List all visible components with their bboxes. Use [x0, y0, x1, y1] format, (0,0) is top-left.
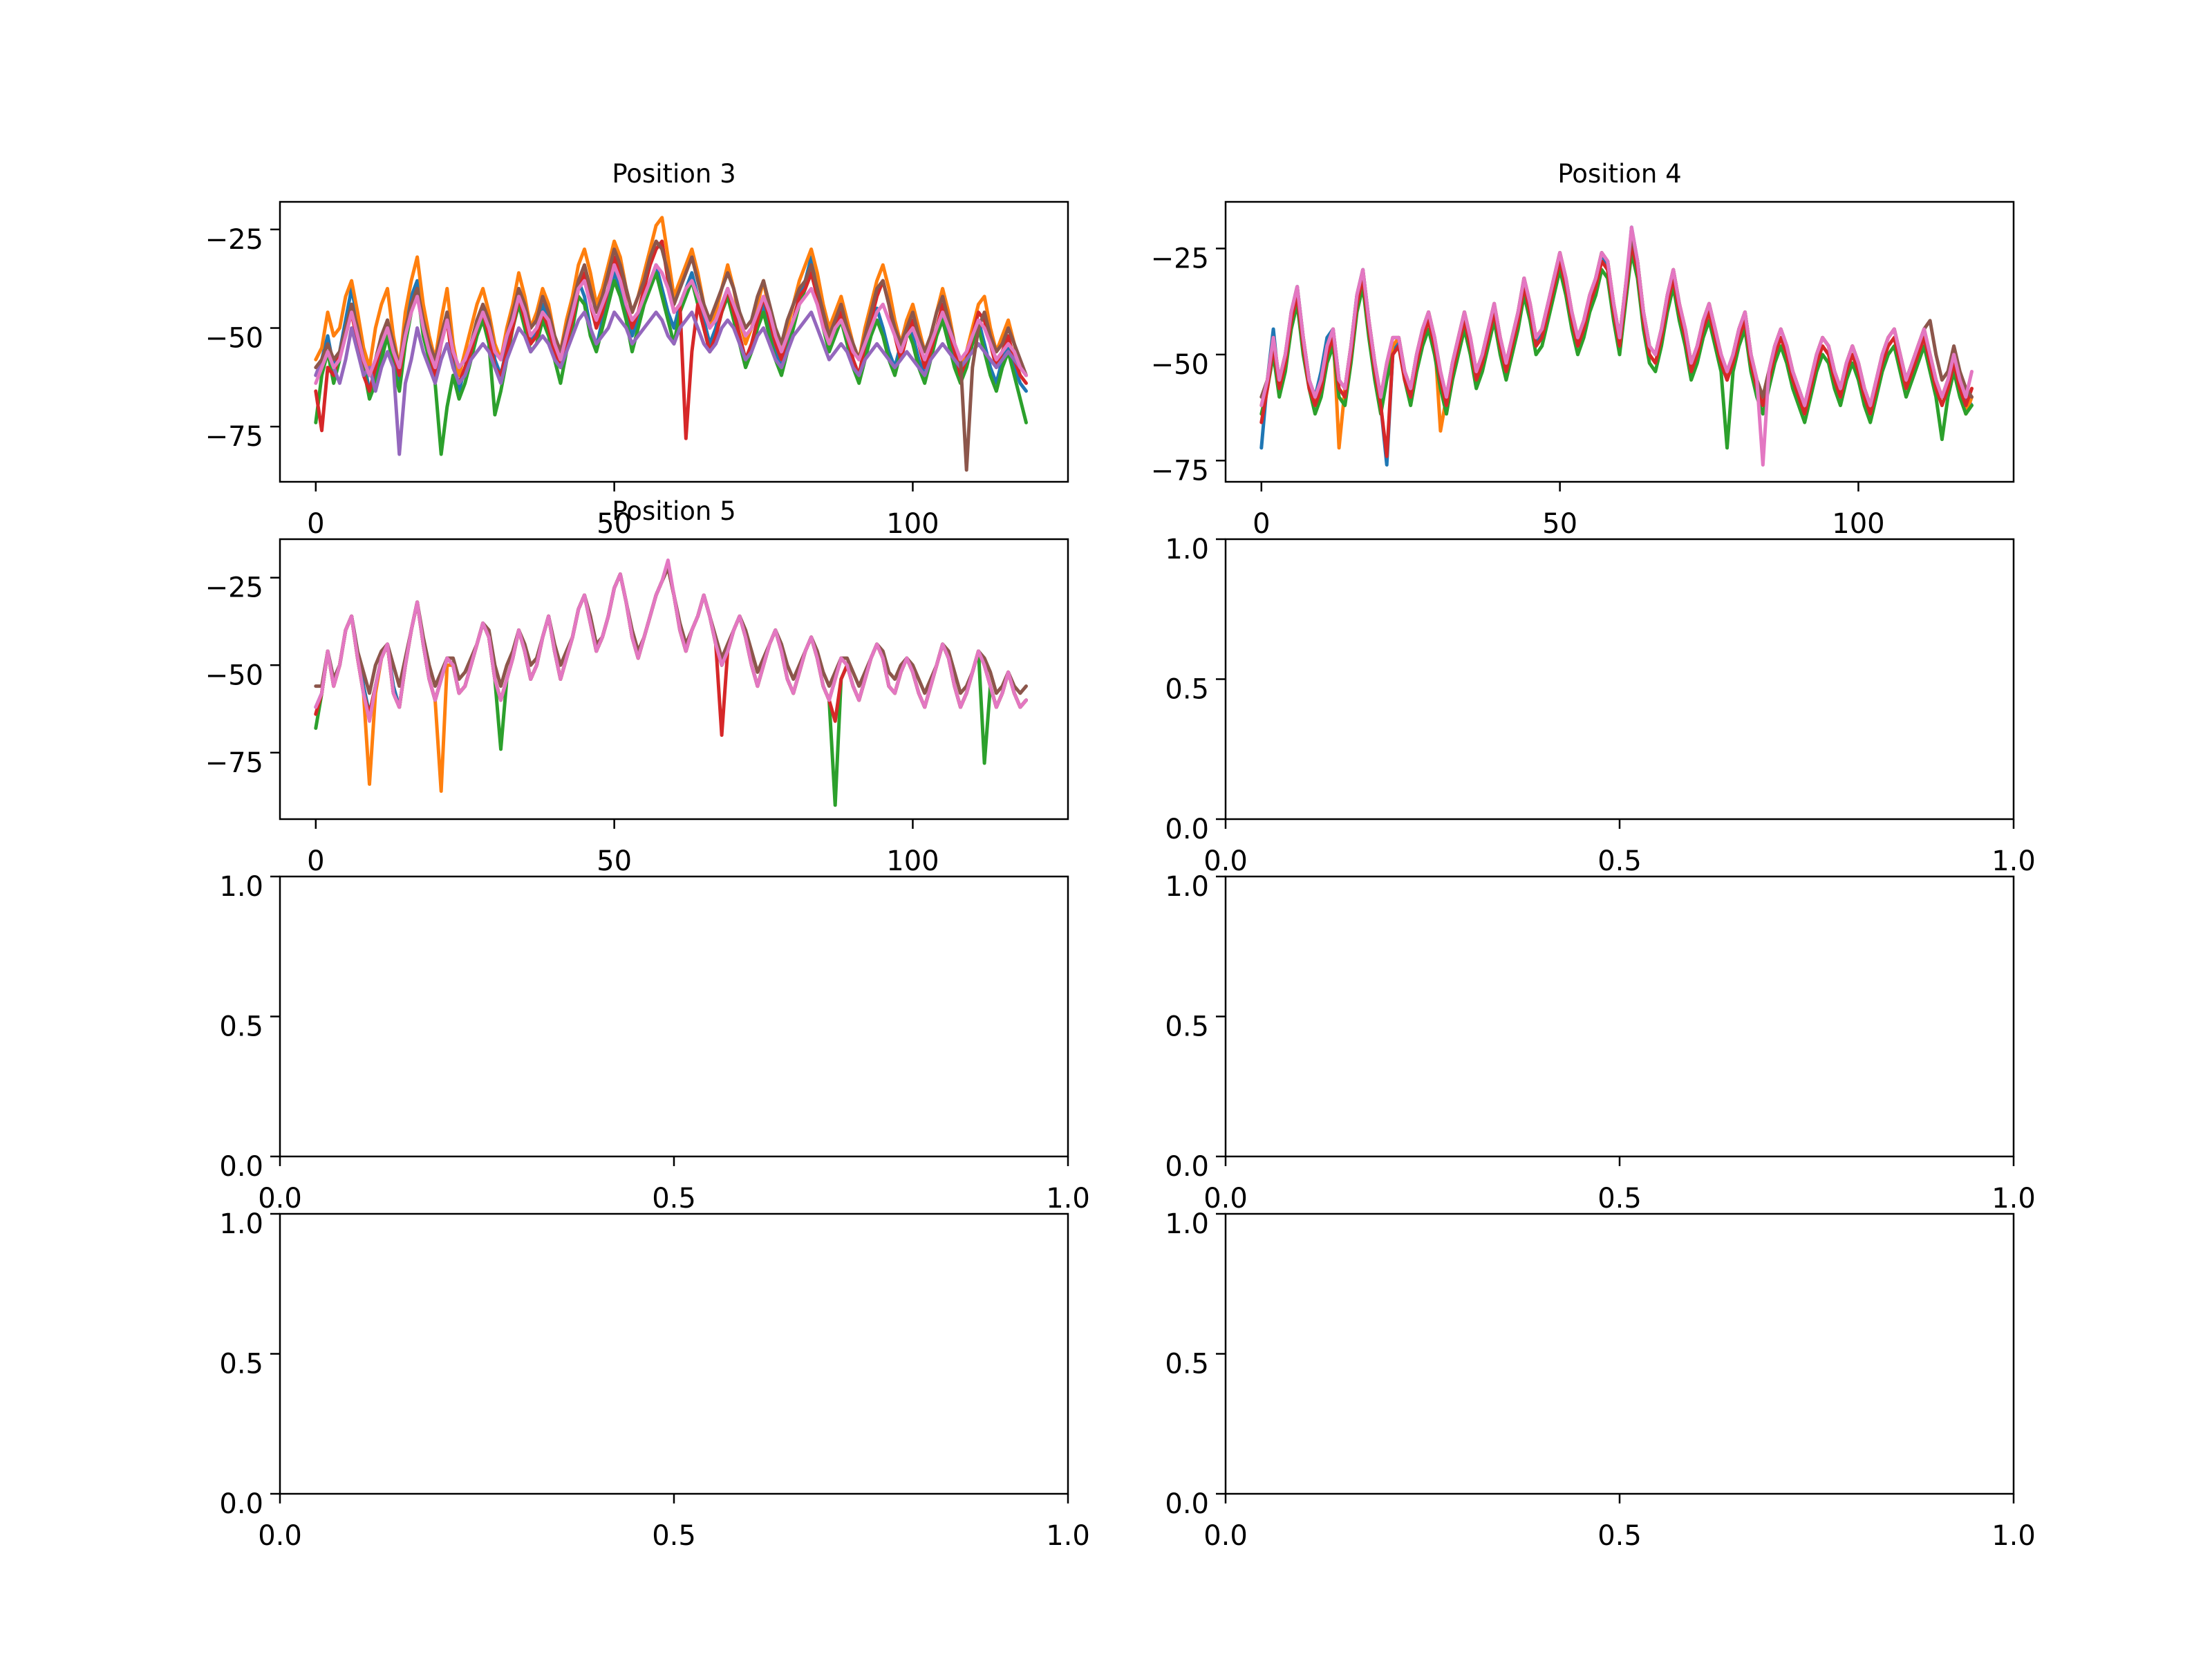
- subplot-5-xtick-label-1: 0.0: [258, 1183, 302, 1215]
- subplot-8-ytick-label-3: 1.0: [1165, 1208, 1209, 1240]
- subplot-1-frame: [279, 200, 1069, 483]
- subplot-5-xtick-label-2: 0.5: [652, 1183, 696, 1215]
- subplot-3: 0 50 100 −25 −50 −75 Position 5: [205, 496, 1069, 877]
- subplot-7-xtick-label-1: 0.0: [258, 1520, 302, 1552]
- subplot-6-xtick-label-2: 0.5: [1597, 1183, 1642, 1215]
- subplot-5-ytick-label-2: 0.5: [219, 1011, 263, 1043]
- subplot-3-frame: [279, 538, 1069, 821]
- subplot-3-ytick-label-3: −75: [205, 747, 263, 779]
- subplot-6: 0.0 0.5 1.0 0.0 0.5 1.0: [1165, 871, 2035, 1215]
- subplot-3-title: Position 5: [612, 496, 735, 526]
- subplot-6-xtick-label-3: 1.0: [1991, 1183, 2036, 1215]
- subplot-8-ytick-label-1: 0.0: [1165, 1488, 1209, 1520]
- subplot-2-xtick-label-3: 100: [1832, 508, 1884, 540]
- subplot-5-ytick-label-1: 0.0: [219, 1151, 263, 1183]
- subplot-2-xtick-label-2: 50: [1542, 508, 1577, 540]
- subplot-1-ytick-label-2: −50: [205, 323, 263, 355]
- subplot-6-ytick-label-3: 1.0: [1165, 871, 1209, 903]
- subplot-5: 0.0 0.5 1.0 0.0 0.5 1.0: [219, 871, 1089, 1215]
- subplot-2-frame: [1224, 200, 2015, 483]
- subplot-1-xtick-label-1: 0: [307, 508, 324, 540]
- subplot-7-ytick-label-1: 0.0: [219, 1488, 263, 1520]
- subplot-2-ytick-label-2: −50: [1151, 349, 1209, 381]
- subplot-1-xtick-label-3: 100: [886, 508, 939, 540]
- subplot-7-ytick-label-3: 1.0: [219, 1208, 263, 1240]
- subplot-3-lines: [314, 558, 1028, 807]
- subplot-5-xtick-label-3: 1.0: [1046, 1183, 1090, 1215]
- subplot-7-xtick-label-3: 1.0: [1046, 1520, 1090, 1552]
- subplot-7: 0.0 0.5 1.0 0.0 0.5 1.0: [219, 1208, 1089, 1552]
- subplot-2-ytick-label-3: −75: [1151, 455, 1209, 487]
- subplot-1-ytick-label-3: −75: [205, 421, 263, 453]
- subplot-4-ytick-label-3: 1.0: [1165, 534, 1209, 565]
- subplot-4-xtick-label-1: 0.0: [1203, 845, 1248, 877]
- subplot-1-title: Position 3: [612, 159, 735, 189]
- subplot-3-ytick-label-1: −25: [205, 572, 263, 604]
- subplot-8-ytick-label-2: 0.5: [1165, 1349, 1209, 1380]
- subplot-8: 0.0 0.5 1.0 0.0 0.5 1.0: [1165, 1208, 2035, 1552]
- subplot-3-xtick-label-3: 100: [886, 845, 939, 877]
- subplot-1-ytick-label-1: −25: [205, 224, 263, 256]
- subplot-8-xtick-label-1: 0.0: [1203, 1520, 1248, 1552]
- subplot-7-xtick-label-2: 0.5: [652, 1520, 696, 1552]
- subplot-3-ytick-label-2: −50: [205, 659, 263, 691]
- subplot-2-lines: [1259, 225, 1974, 467]
- subplot-2-title: Position 4: [1557, 159, 1681, 189]
- subplot-1-series-7-line: [314, 263, 1028, 385]
- subplot-3-xtick-label-1: 0: [307, 845, 324, 877]
- subplot-4-ytick-label-1: 0.0: [1165, 814, 1209, 845]
- subplot-5-ytick-label-3: 1.0: [219, 871, 263, 903]
- subplot-1-series-6-line: [314, 239, 1028, 472]
- subplot-1-xtick-label-2: 50: [597, 508, 632, 540]
- subplot-8-xtick-label-3: 1.0: [1991, 1520, 2036, 1552]
- subplot-4: 0.0 0.5 1.0 0.0 0.5 1.0: [1165, 534, 2035, 877]
- subplot-2-xtick-label-1: 0: [1253, 508, 1270, 540]
- subplot-6-ytick-label-1: 0.0: [1165, 1151, 1209, 1183]
- subplot-2-series-6-line: [1259, 225, 1974, 467]
- subplot-1-lines: [314, 216, 1028, 472]
- subplot-4-ytick-label-2: 0.5: [1165, 674, 1209, 706]
- subplot-3-series-6-line: [314, 558, 1028, 723]
- subplot-4-xtick-label-3: 1.0: [1991, 845, 2036, 877]
- subplot-3-xtick-label-2: 50: [597, 845, 632, 877]
- subplot-1: 0 50 100 −25 −50 −75 Position 3: [205, 159, 1069, 540]
- subplot-2: 0 50 100 −25 −50 −75 Position 4: [1151, 159, 2015, 540]
- subplot-4-xtick-label-2: 0.5: [1597, 845, 1642, 877]
- subplot-1-series-5-line: [314, 310, 1028, 456]
- subplot-8-xtick-label-2: 0.5: [1597, 1520, 1642, 1552]
- subplot-7-ytick-label-2: 0.5: [219, 1349, 263, 1380]
- subplot-6-ytick-label-2: 0.5: [1165, 1011, 1209, 1043]
- subplot-2-ytick-label-1: −25: [1151, 243, 1209, 275]
- subplot-6-xtick-label-1: 0.0: [1203, 1183, 1248, 1215]
- subplot-grid: 0 50 100 −25 −50 −75 Position 3 0 50 100 −25 −50 −75…: [205, 159, 2036, 1552]
